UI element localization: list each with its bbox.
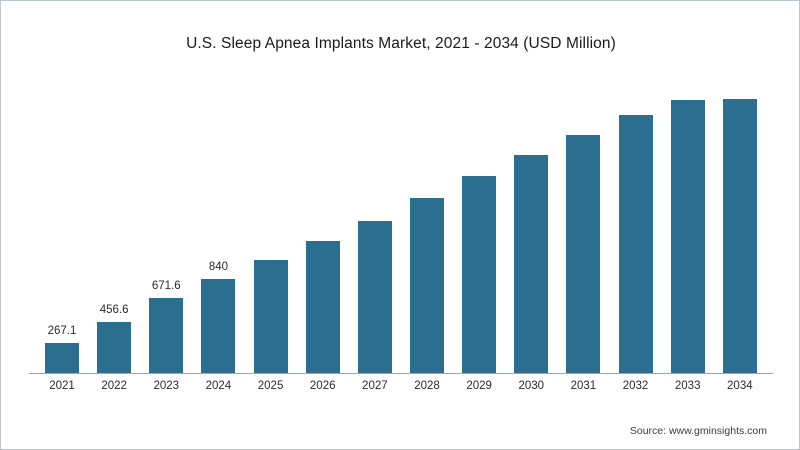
x-tick-2027: 2027 — [362, 380, 388, 392]
x-tick-2033: 2033 — [674, 380, 701, 392]
plot-area: 267.1 456.6 671.6 840 — [31, 81, 771, 373]
bar-column — [558, 81, 608, 373]
bar-value-label: 267.1 — [47, 325, 77, 337]
bar-column — [402, 81, 452, 373]
bar-2023 — [149, 298, 184, 373]
x-tick-2030: 2030 — [518, 380, 545, 392]
bar-column: 456.6 — [89, 81, 139, 373]
bar-2032 — [618, 115, 653, 373]
bar-column — [663, 81, 713, 373]
x-tick-2034: 2034 — [727, 380, 753, 392]
bar-value-label: 671.6 — [151, 280, 181, 292]
bar-2021 — [45, 343, 79, 373]
bar-2029 — [462, 176, 497, 373]
bar-column — [350, 81, 400, 373]
bar-2030 — [514, 155, 549, 373]
x-tick-2032: 2032 — [622, 380, 649, 392]
x-tick-2031: 2031 — [570, 380, 597, 392]
x-tick-2025: 2025 — [257, 380, 284, 392]
bar-column — [715, 81, 765, 373]
x-tick-2029: 2029 — [466, 380, 492, 392]
source-credit: Source: www.gminsights.com — [629, 425, 767, 437]
bar-column — [506, 81, 556, 373]
chart-title: U.S. Sleep Apnea Implants Market, 2021 -… — [186, 35, 616, 52]
x-tick-2023: 2023 — [153, 380, 180, 392]
bar-2025 — [253, 260, 288, 373]
bar-2027 — [357, 221, 392, 373]
bar-2026 — [305, 241, 340, 373]
bar-column: 671.6 — [141, 81, 191, 373]
bar-column — [611, 81, 661, 373]
bar-2022 — [97, 322, 132, 373]
bar-2034 — [722, 99, 757, 373]
bar-column: 267.1 — [37, 81, 87, 373]
bar-column: 840 — [193, 81, 243, 373]
bar-2028 — [409, 198, 444, 373]
bar-2024 — [201, 279, 236, 373]
x-tick-2024: 2024 — [205, 380, 232, 392]
bar-column — [454, 81, 504, 373]
bar-2031 — [566, 135, 601, 373]
bar-2033 — [670, 99, 705, 373]
x-tick-2021: 2021 — [49, 380, 75, 392]
bar-column — [246, 81, 296, 373]
bar-column — [298, 81, 348, 373]
bar-series: 267.1 456.6 671.6 840 — [31, 81, 771, 373]
bar-value-label: 456.6 — [99, 304, 129, 316]
x-tick-2026: 2026 — [309, 380, 336, 392]
x-tick-2022: 2022 — [101, 380, 127, 392]
x-tick-2028: 2028 — [414, 380, 440, 392]
x-axis-line — [29, 373, 773, 374]
bar-value-label: 840 — [208, 261, 229, 273]
x-axis-labels: 2021 2022 2023 2024 2025 2026 2027 2028 … — [31, 377, 771, 395]
